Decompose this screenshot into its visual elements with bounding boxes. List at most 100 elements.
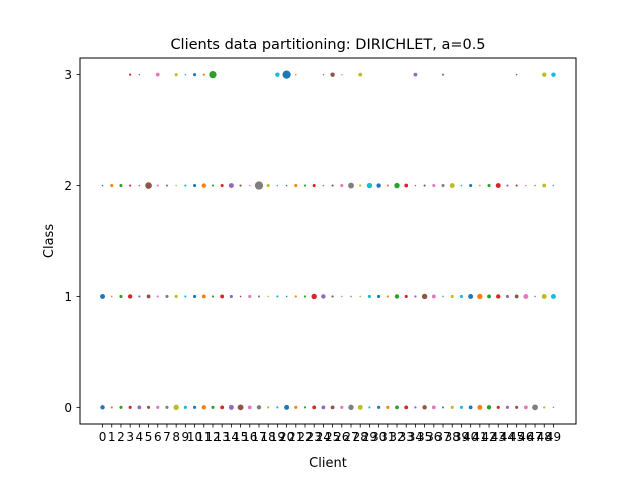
marker-client-49-class-0 xyxy=(552,406,555,409)
marker-client-0-class-0 xyxy=(100,405,105,410)
marker-client-48-class-2 xyxy=(542,183,547,188)
marker-client-32-class-1 xyxy=(394,294,400,299)
marker-client-23-class-0 xyxy=(312,405,317,410)
marker-client-8-class-1 xyxy=(174,294,178,299)
marker-client-23-class-1 xyxy=(311,293,317,300)
x-axis-label: Client xyxy=(309,456,347,471)
marker-client-46-class-0 xyxy=(523,405,528,410)
marker-client-39-class-1 xyxy=(459,294,463,299)
marker-client-15-class-0 xyxy=(237,404,244,411)
marker-client-3-class-1 xyxy=(127,294,133,299)
marker-client-49-class-2 xyxy=(552,184,555,187)
x-tick-label: 2 xyxy=(117,430,125,444)
marker-client-2-class-2 xyxy=(119,183,123,188)
plot-frame xyxy=(79,57,577,425)
marker-client-0-class-2 xyxy=(101,184,104,187)
marker-client-48-class-1 xyxy=(541,293,547,299)
x-tick-label: 10 xyxy=(187,430,202,444)
marker-client-14-class-1 xyxy=(229,294,233,299)
marker-client-45-class-0 xyxy=(515,405,519,409)
marker-client-32-class-0 xyxy=(395,405,399,410)
marker-client-6-class-1 xyxy=(156,295,159,298)
x-tick-label: 24 xyxy=(316,430,331,444)
y-axis-ticks: 0 1 2 3 xyxy=(64,68,80,415)
marker-client-22-class-2 xyxy=(303,184,307,187)
marker-client-11-class-0 xyxy=(201,405,206,410)
marker-client-17-class-1 xyxy=(257,295,261,298)
x-tick-label: 5 xyxy=(145,430,153,444)
marker-client-35-class-0 xyxy=(422,405,427,410)
marker-client-21-class-0 xyxy=(294,405,298,409)
marker-client-5-class-0 xyxy=(147,405,151,409)
x-tick-label: 1 xyxy=(108,430,116,444)
x-tick-label: 15 xyxy=(233,430,248,444)
x-tick-label: 19 xyxy=(270,430,285,444)
marker-client-18-class-2 xyxy=(266,183,270,188)
marker-client-3-class-0 xyxy=(128,405,132,409)
marker-client-1-class-0 xyxy=(110,406,113,409)
x-tick-label: 4 xyxy=(136,430,144,444)
marker-client-49-class-3 xyxy=(551,72,556,77)
x-tick-label: 36 xyxy=(426,430,441,444)
marker-client-9-class-3 xyxy=(184,73,187,76)
marker-client-21-class-1 xyxy=(294,295,297,298)
marker-client-20-class-0 xyxy=(284,404,290,410)
marker-client-31-class-1 xyxy=(386,295,389,298)
x-tick-label: 32 xyxy=(389,430,404,444)
marker-client-2-class-1 xyxy=(119,294,123,299)
marker-client-25-class-1 xyxy=(331,295,334,298)
marker-client-12-class-0 xyxy=(211,405,215,409)
y-axis-label: Class xyxy=(42,224,57,258)
marker-client-40-class-1 xyxy=(468,293,474,299)
marker-client-45-class-3 xyxy=(515,73,518,76)
x-tick-label: 45 xyxy=(509,430,524,444)
marker-client-10-class-2 xyxy=(193,183,197,188)
marker-client-39-class-0 xyxy=(459,405,463,409)
marker-client-28-class-1 xyxy=(359,295,361,298)
marker-client-30-class-0 xyxy=(377,405,381,409)
marker-client-10-class-1 xyxy=(193,294,197,299)
marker-client-32-class-2 xyxy=(394,182,400,189)
marker-client-29-class-1 xyxy=(367,294,371,299)
marker-client-0-class-1 xyxy=(100,293,106,299)
marker-client-7-class-0 xyxy=(165,405,169,409)
marker-client-17-class-2 xyxy=(254,181,264,190)
marker-client-25-class-2 xyxy=(331,184,334,187)
x-tick-label: 11 xyxy=(196,430,211,444)
marker-client-28-class-0 xyxy=(357,404,363,410)
x-tick-label: 9 xyxy=(182,430,190,444)
marker-client-30-class-2 xyxy=(376,183,381,188)
x-tick-label: 28 xyxy=(353,430,368,444)
marker-client-29-class-0 xyxy=(368,406,371,409)
marker-client-25-class-3 xyxy=(330,72,335,77)
marker-client-38-class-1 xyxy=(450,294,454,299)
x-tick-label: 0 xyxy=(99,430,107,444)
x-tick-label: 20 xyxy=(279,430,294,444)
marker-client-10-class-3 xyxy=(193,73,197,77)
x-tick-label: 49 xyxy=(546,430,561,444)
marker-client-14-class-0 xyxy=(228,404,234,410)
x-tick-label: 26 xyxy=(334,430,349,444)
marker-client-1-class-2 xyxy=(110,183,114,188)
marker-client-24-class-2 xyxy=(322,184,325,187)
marker-client-6-class-0 xyxy=(156,405,160,409)
marker-client-16-class-0 xyxy=(247,405,252,410)
marker-client-27-class-0 xyxy=(348,404,354,411)
marker-client-4-class-0 xyxy=(137,405,142,410)
marker-client-22-class-1 xyxy=(303,295,307,298)
marker-client-5-class-2 xyxy=(145,182,152,189)
marker-client-19-class-3 xyxy=(275,72,280,77)
x-tick-label: 14 xyxy=(224,430,239,444)
marker-client-1-class-1 xyxy=(110,295,113,298)
marker-client-18-class-1 xyxy=(267,295,269,298)
marker-client-33-class-1 xyxy=(404,294,408,299)
marker-client-26-class-2 xyxy=(340,183,344,188)
marker-client-40-class-2 xyxy=(469,183,473,188)
marker-client-37-class-2 xyxy=(441,183,445,188)
marker-client-44-class-0 xyxy=(505,405,509,409)
marker-client-3-class-2 xyxy=(129,184,132,187)
marker-client-31-class-2 xyxy=(386,184,389,187)
marker-client-37-class-3 xyxy=(441,73,445,76)
marker-client-27-class-2 xyxy=(348,182,354,189)
